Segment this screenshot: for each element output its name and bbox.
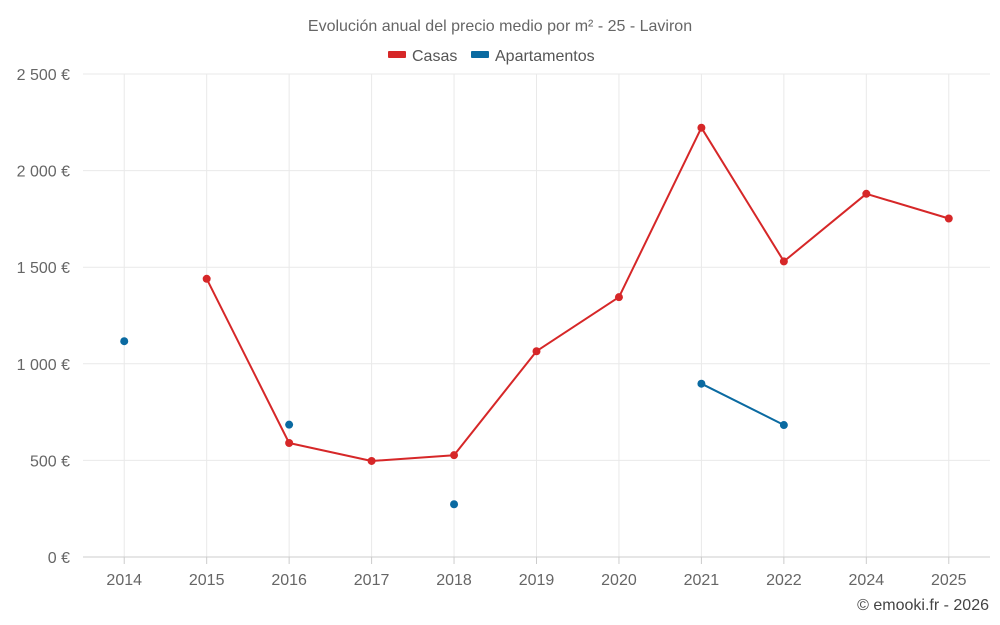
data-point-casas-2016 [285, 439, 294, 448]
axis-layer: 0 € 500 € 1 000 € 1 500 € 2 000 € 2 500 € 2014… [17, 67, 990, 589]
y-tick-label: 2 500 € [17, 67, 70, 84]
x-tick-label: 2024 [849, 572, 885, 589]
x-tick-label: 2025 [931, 572, 967, 589]
x-tick-label: 2014 [106, 572, 142, 589]
legend-swatch-apartamentos [471, 51, 489, 58]
x-tick-label: 2016 [271, 572, 307, 589]
legend-item-casas[interactable]: Casas [388, 48, 457, 65]
legend-label-casas: Casas [412, 48, 457, 65]
data-point-casas-2025 [944, 214, 953, 223]
credit-text: © emooki.fr - 2026 [857, 597, 989, 614]
legend-label-apartamentos: Apartamentos [495, 48, 595, 65]
x-tick-label: 2022 [766, 572, 802, 589]
y-tick-label: 2 000 € [17, 164, 70, 181]
y-tick-label: 500 € [30, 453, 70, 470]
legend-item-apartamentos[interactable]: Apartamentos [471, 48, 595, 65]
data-point-casas-2019 [532, 347, 541, 356]
data-point-apartamentos-2014 [120, 337, 129, 346]
data-point-apartamentos-2022 [779, 421, 788, 430]
data-point-apartamentos-2021 [697, 379, 706, 388]
series-layer [120, 123, 953, 509]
y-tick-label: 0 € [48, 550, 70, 567]
y-tick-label: 1 000 € [17, 357, 70, 374]
series-line-casas [205, 126, 950, 462]
x-tick-label: 2019 [519, 572, 555, 589]
legend-swatch-casas [388, 51, 406, 58]
data-point-casas-2015 [202, 274, 211, 283]
data-point-casas-2024 [862, 189, 871, 198]
series-line-apartamentos [700, 382, 785, 426]
data-point-casas-2022 [779, 257, 788, 266]
data-point-apartamentos-2016 [285, 420, 294, 429]
data-point-casas-2020 [614, 293, 623, 302]
chart-title: Evolución anual del precio medio por m² … [308, 18, 692, 35]
data-point-apartamentos-2018 [450, 500, 459, 509]
grid-layer [83, 73, 990, 557]
data-point-casas-2017 [367, 456, 376, 465]
data-point-casas-2018 [450, 451, 459, 460]
x-tick-label: 2018 [436, 572, 472, 589]
x-tick-label: 2015 [189, 572, 225, 589]
x-tick-label: 2020 [601, 572, 637, 589]
legend[interactable]: Casas Apartamentos [388, 48, 595, 65]
data-point-casas-2021 [697, 123, 706, 132]
y-tick-label: 1 500 € [17, 260, 70, 277]
x-tick-label: 2021 [684, 572, 720, 589]
x-tick-label: 2017 [354, 572, 390, 589]
